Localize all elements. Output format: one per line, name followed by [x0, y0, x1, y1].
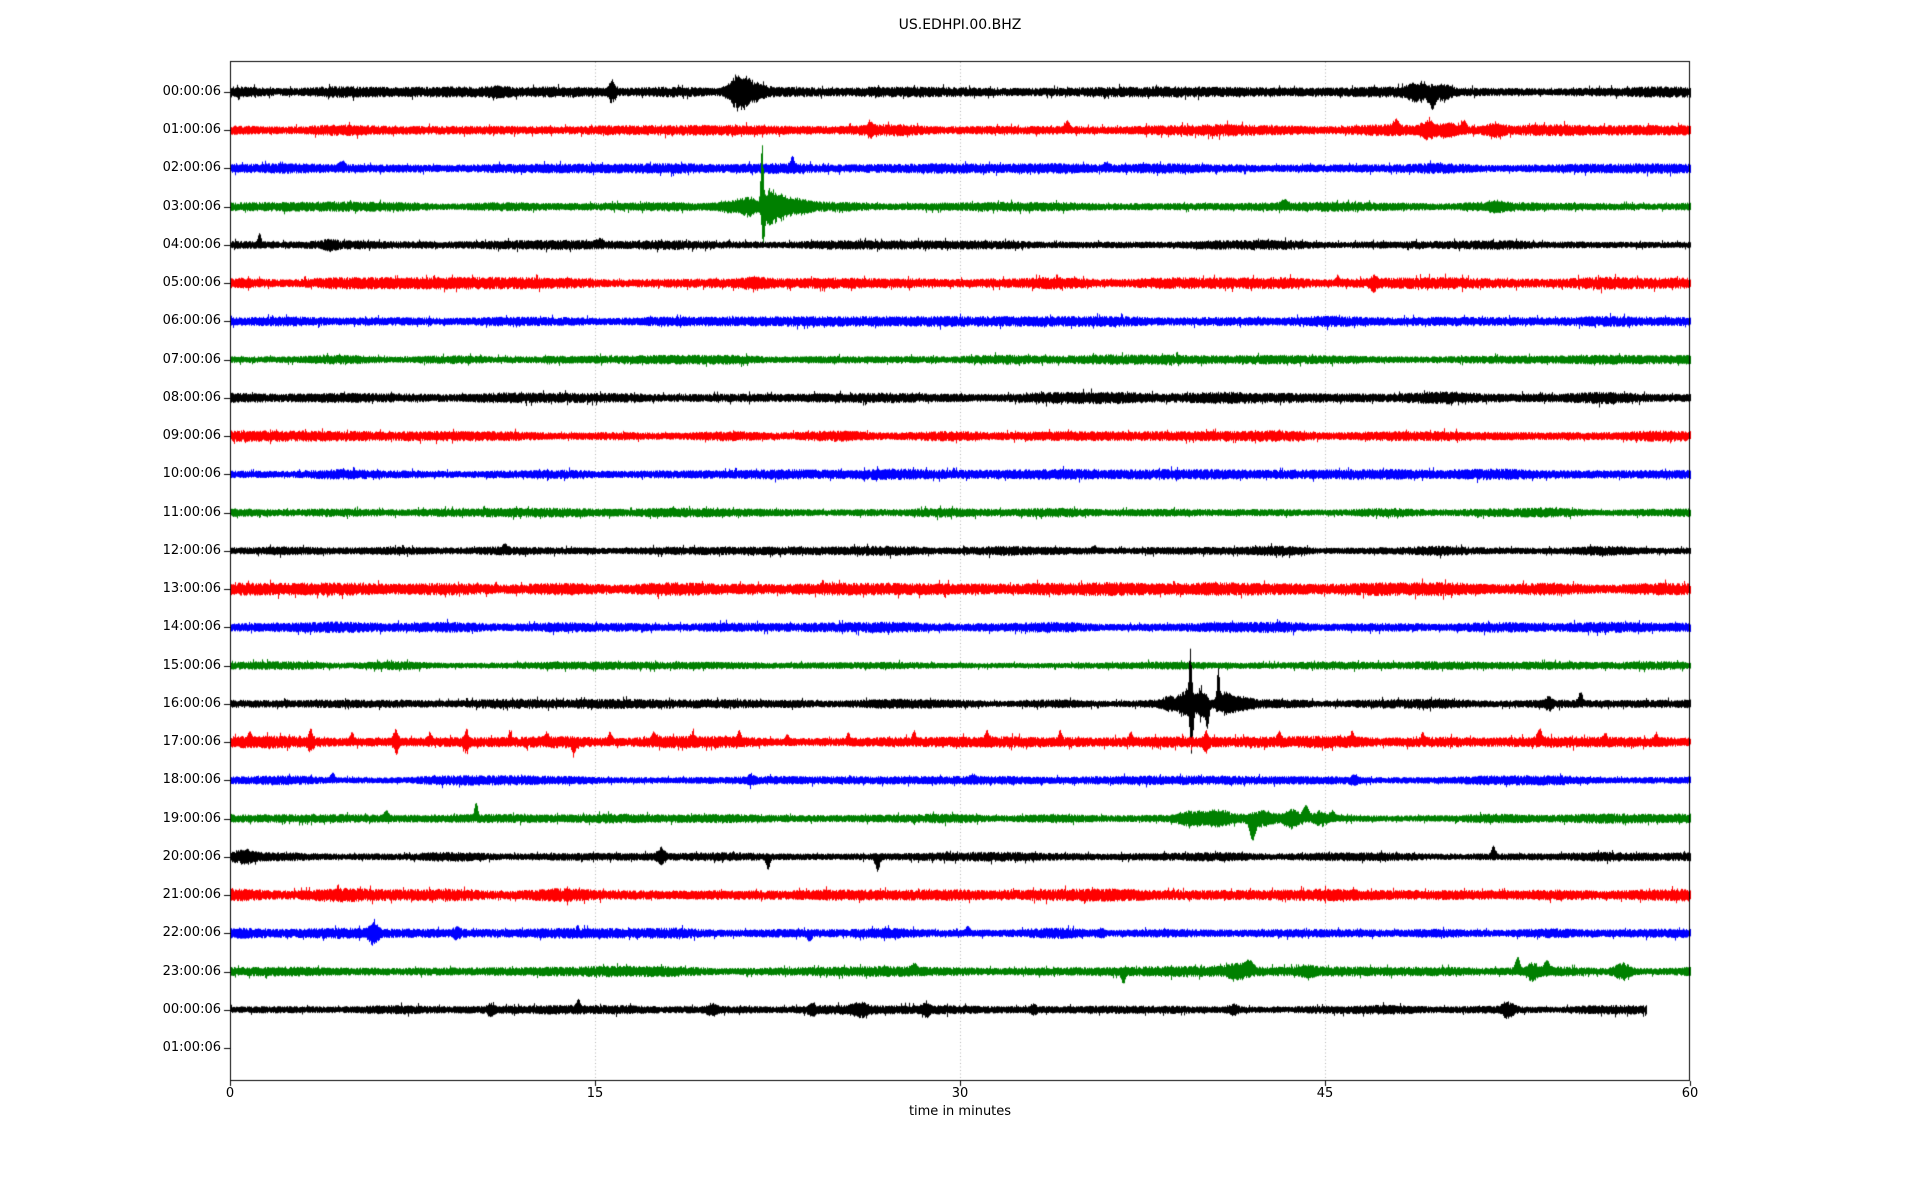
x-tick-label: 0	[225, 1086, 235, 1101]
y-tick-label: 23:00:06	[162, 963, 221, 979]
y-tick-label: 00:00:06	[162, 84, 221, 99]
y-tick-label: 22:00:06	[162, 925, 221, 941]
y-tick-label: 16:00:06	[162, 695, 221, 711]
y-tick-label: 03:00:06	[162, 198, 221, 214]
y-tick-label: 11:00:06	[162, 504, 221, 520]
y-tick-label: 01:00:06	[162, 1040, 221, 1055]
y-tick-label: 00:00:06	[162, 1001, 221, 1017]
x-tick-label: 15	[586, 1086, 604, 1101]
y-tick-label: 13:00:06	[162, 581, 221, 597]
y-tick-label: 18:00:06	[162, 772, 221, 788]
y-tick-label: 17:00:06	[162, 734, 221, 750]
y-tick-label: 09:00:06	[162, 428, 221, 444]
y-tick-label: 04:00:06	[162, 236, 221, 252]
y-tick-label: 06:00:06	[162, 313, 221, 329]
y-tick-label: 07:00:06	[162, 351, 221, 367]
y-tick-label: 02:00:06	[162, 160, 221, 176]
x-tick-label: 45	[1316, 1086, 1334, 1101]
y-tick-label: 21:00:06	[162, 887, 221, 903]
y-tick-label: 08:00:06	[162, 389, 221, 405]
y-tick-label: 05:00:06	[162, 275, 221, 291]
y-tick-label: 10:00:06	[162, 466, 221, 482]
y-tick-label: 15:00:06	[162, 657, 221, 673]
x-axis-title: time in minutes	[908, 1104, 1012, 1119]
y-tick-label: 14:00:06	[162, 619, 221, 635]
y-tick-label: 20:00:06	[162, 848, 221, 864]
y-tick-label: 19:00:06	[162, 810, 221, 826]
x-tick-label: 60	[1681, 1086, 1699, 1101]
y-tick-label: 01:00:06	[162, 122, 221, 138]
y-tick-label: 12:00:06	[162, 542, 221, 558]
x-tick-label: 30	[951, 1086, 969, 1101]
